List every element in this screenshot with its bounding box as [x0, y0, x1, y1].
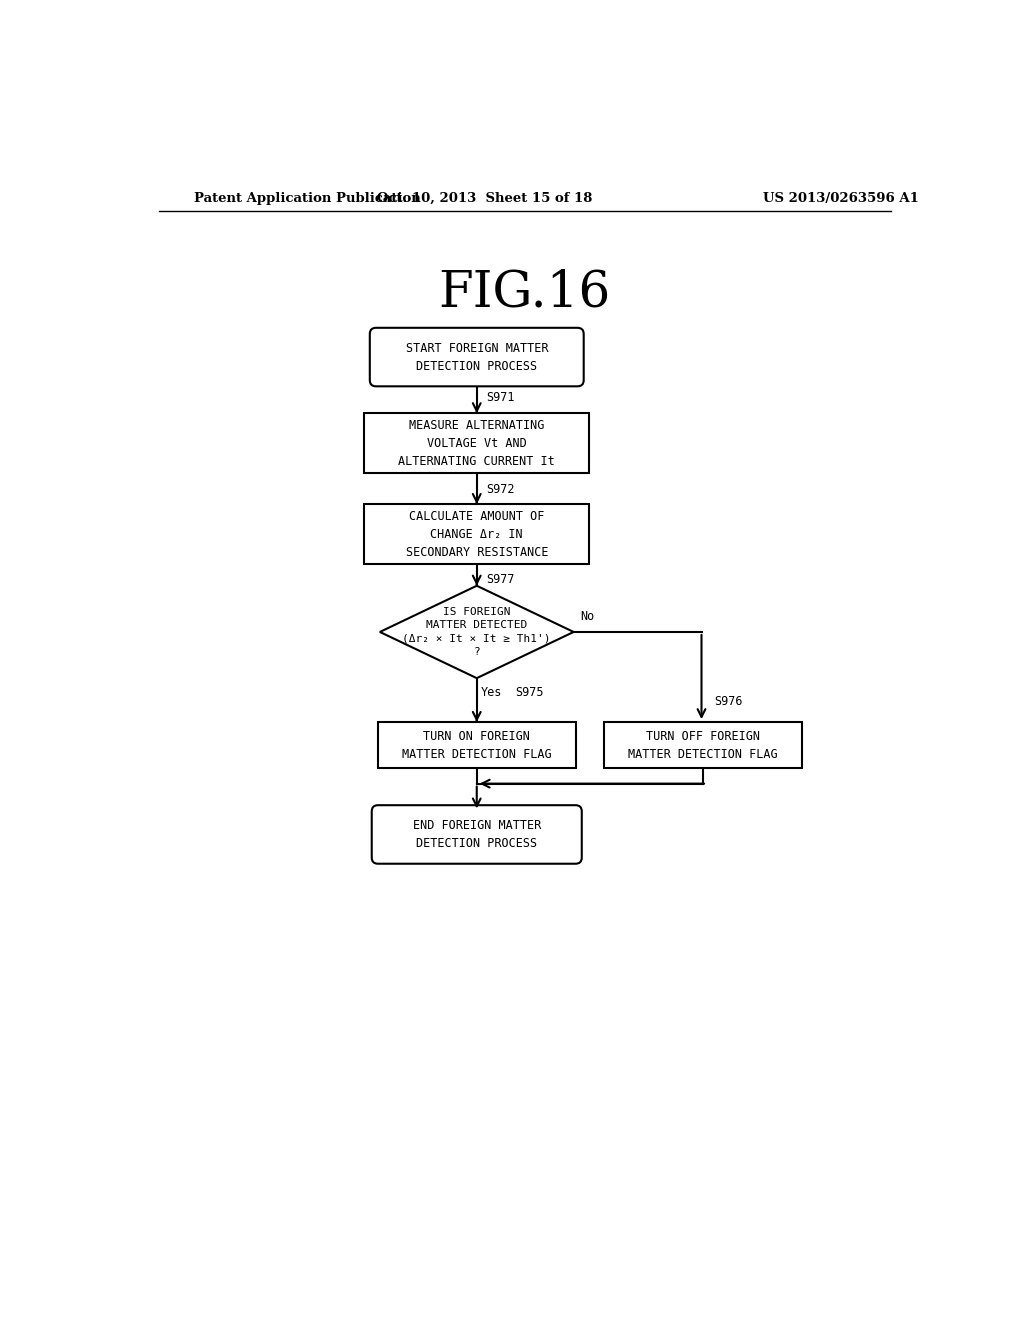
Text: END FOREIGN MATTER
DETECTION PROCESS: END FOREIGN MATTER DETECTION PROCESS	[413, 818, 541, 850]
Text: Patent Application Publication: Patent Application Publication	[194, 191, 421, 205]
Bar	[365, 504, 589, 564]
Text: S971: S971	[486, 391, 514, 404]
Text: TURN ON FOREIGN
MATTER DETECTION FLAG: TURN ON FOREIGN MATTER DETECTION FLAG	[402, 730, 552, 760]
Text: IS FOREIGN
MATTER DETECTED
(Δr₂ × It × It ≥ Th1')
?: IS FOREIGN MATTER DETECTED (Δr₂ × It × I…	[402, 607, 551, 657]
Bar	[365, 413, 589, 474]
Text: TURN OFF FOREIGN
MATTER DETECTION FLAG: TURN OFF FOREIGN MATTER DETECTION FLAG	[629, 730, 778, 760]
Text: Oct. 10, 2013  Sheet 15 of 18: Oct. 10, 2013 Sheet 15 of 18	[377, 191, 592, 205]
Polygon shape	[380, 586, 573, 678]
Text: S977: S977	[486, 573, 514, 586]
Bar	[604, 722, 802, 768]
Text: FIG.16: FIG.16	[438, 268, 611, 318]
Text: START FOREIGN MATTER
DETECTION PROCESS: START FOREIGN MATTER DETECTION PROCESS	[406, 342, 548, 372]
FancyBboxPatch shape	[372, 805, 582, 863]
Text: S976: S976	[715, 696, 743, 708]
Text: S972: S972	[486, 483, 514, 495]
Text: Yes: Yes	[480, 686, 502, 698]
Bar	[378, 722, 575, 768]
Text: No: No	[580, 610, 594, 623]
Text: S975: S975	[515, 686, 544, 698]
Text: US 2013/0263596 A1: US 2013/0263596 A1	[763, 191, 919, 205]
Text: MEASURE ALTERNATING
VOLTAGE Vt AND
ALTERNATING CURRENT It: MEASURE ALTERNATING VOLTAGE Vt AND ALTER…	[398, 418, 555, 467]
FancyBboxPatch shape	[370, 327, 584, 387]
Text: CALCULATE AMOUNT OF
CHANGE Δr₂ IN
SECONDARY RESISTANCE: CALCULATE AMOUNT OF CHANGE Δr₂ IN SECOND…	[406, 510, 548, 558]
